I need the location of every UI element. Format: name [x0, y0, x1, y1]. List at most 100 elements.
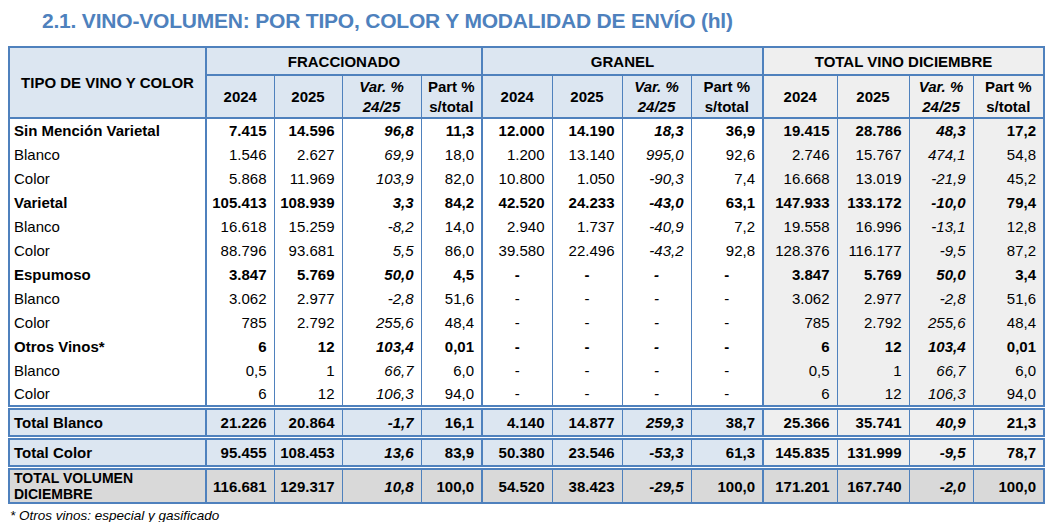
cell: -2,8 — [342, 286, 421, 310]
cell: 1 — [837, 358, 909, 382]
cell: 18,0 — [421, 142, 482, 166]
cell: -43,0 — [622, 190, 691, 214]
cell: 6 — [763, 382, 837, 406]
page-title: 2.1. VINO-VOLUMEN: POR TIPO, COLOR Y MOD… — [42, 9, 1056, 33]
cell: -2,0 — [909, 469, 973, 503]
cell: 18,3 — [622, 118, 691, 142]
cell: 88.796 — [206, 238, 274, 262]
cell: 255,6 — [342, 310, 421, 334]
cell: 54.520 — [482, 469, 552, 503]
cell: 0,5 — [763, 358, 837, 382]
cell: 92,6 — [691, 142, 763, 166]
cell: 86,0 — [421, 238, 482, 262]
cell: 66,7 — [909, 358, 973, 382]
cell: -90,3 — [622, 166, 691, 190]
cell: 7,2 — [691, 214, 763, 238]
column-header: 2024 — [206, 75, 274, 118]
cell: 103,9 — [342, 166, 421, 190]
cell: 45,2 — [973, 166, 1044, 190]
cell: 1 — [274, 358, 342, 382]
cell: 21.226 — [206, 409, 274, 436]
cell: - — [691, 286, 763, 310]
cell: 6 — [206, 334, 274, 358]
cell: - — [482, 310, 552, 334]
cell: 106,3 — [909, 382, 973, 406]
cell: 19.415 — [763, 118, 837, 142]
cell: -10,0 — [909, 190, 973, 214]
column-header: 2024 — [763, 75, 837, 118]
group-header-granel: GRANEL — [482, 47, 763, 75]
cell: - — [552, 358, 622, 382]
cell: 48,4 — [421, 310, 482, 334]
row-label: Total Color — [9, 439, 206, 466]
cell: 145.835 — [763, 439, 837, 466]
cell: 3,3 — [342, 190, 421, 214]
cell: 4.140 — [482, 409, 552, 436]
cell: - — [482, 358, 552, 382]
cell: 50.380 — [482, 439, 552, 466]
cell: 11.969 — [274, 166, 342, 190]
row-axis-header: TIPO DE VINO Y COLOR — [9, 47, 206, 118]
cell: 2.977 — [274, 286, 342, 310]
cell: -21,9 — [909, 166, 973, 190]
cell: -8,2 — [342, 214, 421, 238]
cell: 12 — [837, 334, 909, 358]
cell: 12 — [274, 334, 342, 358]
cell: 48,4 — [973, 310, 1044, 334]
cell: 87,2 — [973, 238, 1044, 262]
table-row-color: Color88.79693.6815,586,039.58022.496-43,… — [9, 238, 1044, 262]
cell: 19.558 — [763, 214, 837, 238]
footnote: * Otros vinos: especial y gasificado — [10, 508, 1056, 522]
cell: 167.740 — [837, 469, 909, 503]
cell: 5.769 — [837, 262, 909, 286]
cell: 20.864 — [274, 409, 342, 436]
cell: 100,0 — [421, 469, 482, 503]
row-label: Blanco — [9, 142, 206, 166]
cell: -13,1 — [909, 214, 973, 238]
column-header: Var. % 24/25 — [342, 75, 421, 118]
column-header: 2025 — [274, 75, 342, 118]
row-label: Blanco — [9, 286, 206, 310]
cell: 474,1 — [909, 142, 973, 166]
cell: 128.376 — [763, 238, 837, 262]
cell: 63,1 — [691, 190, 763, 214]
row-label: Color — [9, 310, 206, 334]
cell: 42.520 — [482, 190, 552, 214]
row-label: Color — [9, 238, 206, 262]
table-row-espumoso: Espumoso3.8475.76950,04,5----3.8475.7695… — [9, 262, 1044, 286]
cell: 25.366 — [763, 409, 837, 436]
cell: 2.627 — [274, 142, 342, 166]
cell: 40,9 — [909, 409, 973, 436]
column-header: 2025 — [552, 75, 622, 118]
cell: - — [622, 286, 691, 310]
table-row-total-blanco: Total Blanco21.22620.864-1,716,14.14014.… — [9, 409, 1044, 436]
table-row-blanco: Blanco1.5462.62769,918,01.20013.140995,0… — [9, 142, 1044, 166]
cell: 15.259 — [274, 214, 342, 238]
cell: 17,2 — [973, 118, 1044, 142]
cell: 66,7 — [342, 358, 421, 382]
cell: 14,0 — [421, 214, 482, 238]
cell: 785 — [206, 310, 274, 334]
wine-volume-table: TIPO DE VINO Y COLORFRACCIONADOGRANELTOT… — [8, 46, 1045, 504]
cell: 39.580 — [482, 238, 552, 262]
cell: 21,3 — [973, 409, 1044, 436]
cell: 3,4 — [973, 262, 1044, 286]
cell: 14.596 — [274, 118, 342, 142]
cell: 108.453 — [274, 439, 342, 466]
cell: 96,8 — [342, 118, 421, 142]
cell: 103,4 — [342, 334, 421, 358]
cell: - — [552, 286, 622, 310]
table-row-total-volumen-diciembre: TOTAL VOLUMEN DICIEMBRE116.681129.31710,… — [9, 469, 1044, 503]
cell: 13,6 — [342, 439, 421, 466]
cell: 13.019 — [837, 166, 909, 190]
cell: 83,9 — [421, 439, 482, 466]
column-header: Part % s/total — [691, 75, 763, 118]
cell: - — [552, 262, 622, 286]
cell: 92,8 — [691, 238, 763, 262]
cell: 2.792 — [274, 310, 342, 334]
table-row-blanco: Blanco0,5166,76,0----0,5166,76,0 — [9, 358, 1044, 382]
cell: - — [552, 310, 622, 334]
cell: - — [622, 334, 691, 358]
column-header: Var. % 24/25 — [909, 75, 973, 118]
cell: 259,3 — [622, 409, 691, 436]
